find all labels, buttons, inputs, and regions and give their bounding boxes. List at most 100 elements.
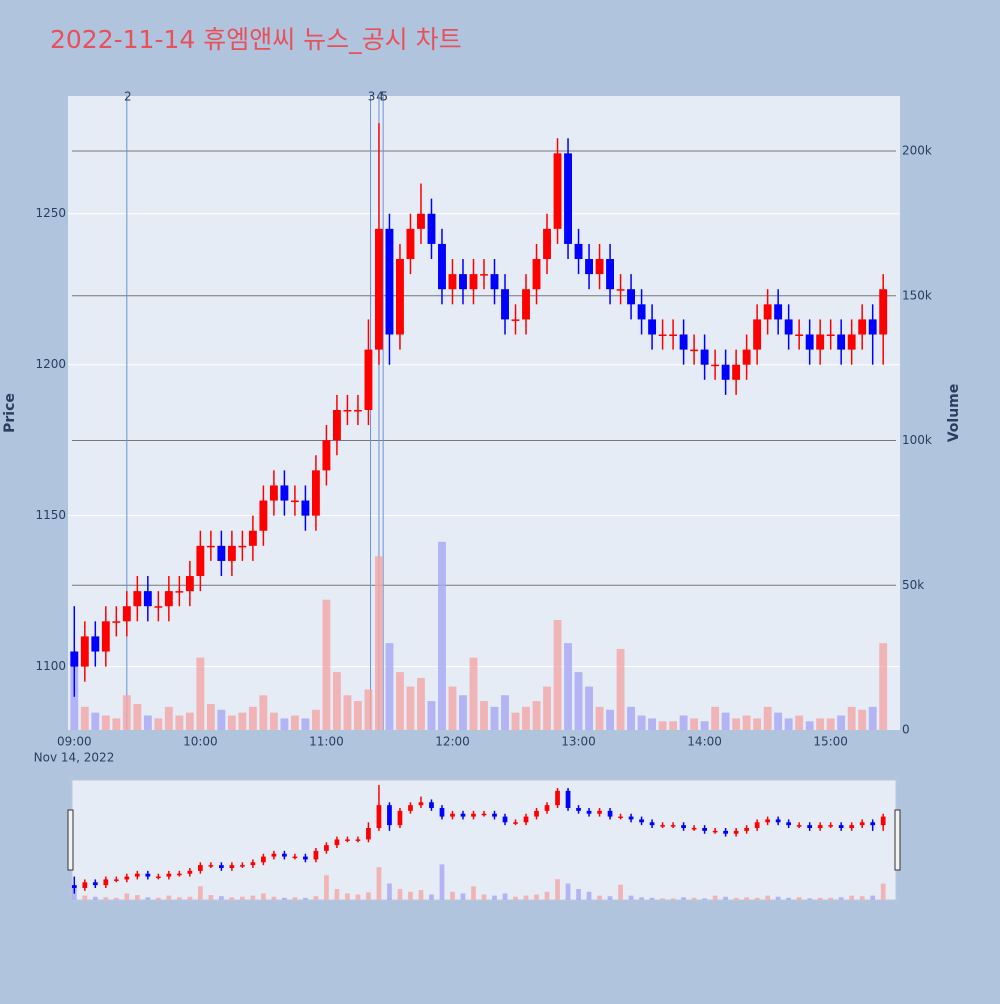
candle-body (670, 825, 676, 827)
volume-bar (290, 715, 299, 730)
candle-body (343, 409, 352, 412)
volume-bar (660, 898, 665, 900)
volume-bar (439, 864, 445, 900)
volume-bar (763, 706, 772, 730)
candle-body (753, 319, 762, 350)
candle-body (618, 816, 623, 819)
candle-body (553, 153, 562, 229)
candle-body (492, 813, 497, 817)
candle-body (816, 334, 825, 350)
x-tick-label: 12:00 (435, 735, 470, 749)
volume-bar (238, 712, 247, 730)
y2-tick-label: 100k (902, 433, 932, 447)
candle-body (679, 334, 688, 350)
volume-bar (796, 897, 802, 900)
volume-bar (700, 721, 709, 730)
candle-body (469, 274, 478, 290)
volume-bar (817, 897, 823, 900)
volume-bar (574, 672, 583, 730)
candle-body (690, 349, 699, 352)
volume-bar (450, 891, 455, 900)
volume-bar (155, 897, 161, 900)
y2-tick-label: 0 (902, 723, 910, 737)
y-tick-label: 1150 (35, 508, 66, 522)
candle-body (143, 591, 152, 607)
volume-bar (187, 896, 193, 900)
candle-body (154, 606, 163, 608)
x-tick-label: 14:00 (687, 735, 722, 749)
volume-bar (343, 695, 352, 730)
x-axis-sublabel: Nov 14, 2022 (34, 751, 115, 765)
candle-body (71, 885, 77, 888)
candle-body (637, 304, 646, 320)
volume-bar (427, 701, 436, 730)
candle-body (227, 545, 236, 561)
range-slider[interactable] (71, 779, 897, 901)
candle-body (376, 805, 382, 828)
candle-body (849, 825, 855, 828)
candle-body (564, 153, 572, 244)
candle-body (429, 802, 434, 808)
volume-bar (269, 712, 278, 730)
candle-body (576, 808, 581, 811)
candle-body (744, 828, 749, 831)
candle-body (198, 865, 203, 871)
annotation-label: 5 (380, 90, 388, 104)
candle-body (112, 621, 121, 623)
candle-body (471, 813, 476, 817)
slider-handle-left[interactable] (67, 809, 74, 871)
candle-body (826, 334, 835, 337)
volume-bar (649, 897, 655, 900)
volume-bar (511, 712, 520, 730)
y2-tick-label: 50k (902, 578, 924, 592)
volume-bar (385, 643, 394, 730)
candle-body (280, 485, 289, 501)
volume-bar (859, 896, 865, 900)
candle-body (282, 853, 287, 857)
candle-body (681, 825, 686, 828)
candle-body (565, 790, 571, 808)
volume-bar (80, 706, 89, 730)
candle-body (616, 289, 625, 291)
volume-bar (408, 891, 413, 900)
volume-bar (418, 890, 424, 900)
volume-bar (712, 895, 718, 900)
y2-tick-label: 200k (902, 144, 932, 158)
candle-body (838, 825, 844, 828)
volume-bar (124, 893, 130, 900)
volume-bar (711, 706, 720, 730)
volume-bar (471, 886, 476, 900)
candle-body (586, 810, 592, 814)
candle-body (176, 873, 182, 876)
volume-bar (502, 893, 508, 900)
candle-body (649, 822, 655, 826)
candle-body (828, 825, 834, 827)
candle-body (880, 816, 886, 826)
volume-bar (742, 715, 751, 730)
candle-body (366, 828, 371, 840)
candle-body (501, 289, 509, 320)
volume-bar (733, 897, 739, 900)
candle-body (796, 825, 802, 827)
volume-bar (837, 715, 846, 730)
candle-body (511, 319, 520, 321)
candle-body (523, 816, 529, 823)
candle-body (185, 576, 194, 592)
volume-bar (240, 896, 245, 900)
candle-body (532, 259, 541, 290)
candle-body (175, 591, 184, 593)
volume-bar (206, 703, 215, 730)
candle-body (292, 856, 298, 859)
candle-body (627, 289, 636, 305)
candle-body (733, 830, 739, 834)
candle-body (807, 825, 813, 828)
candle-body (700, 349, 709, 365)
x-tick-label: 13:00 (561, 735, 596, 749)
candle-body (702, 828, 707, 831)
slider-handle-right[interactable] (894, 809, 901, 871)
volume-bar (826, 718, 835, 730)
candle-body (269, 485, 278, 501)
volume-bar (134, 895, 140, 900)
candle-body (481, 813, 487, 816)
volume-bar (691, 897, 697, 900)
